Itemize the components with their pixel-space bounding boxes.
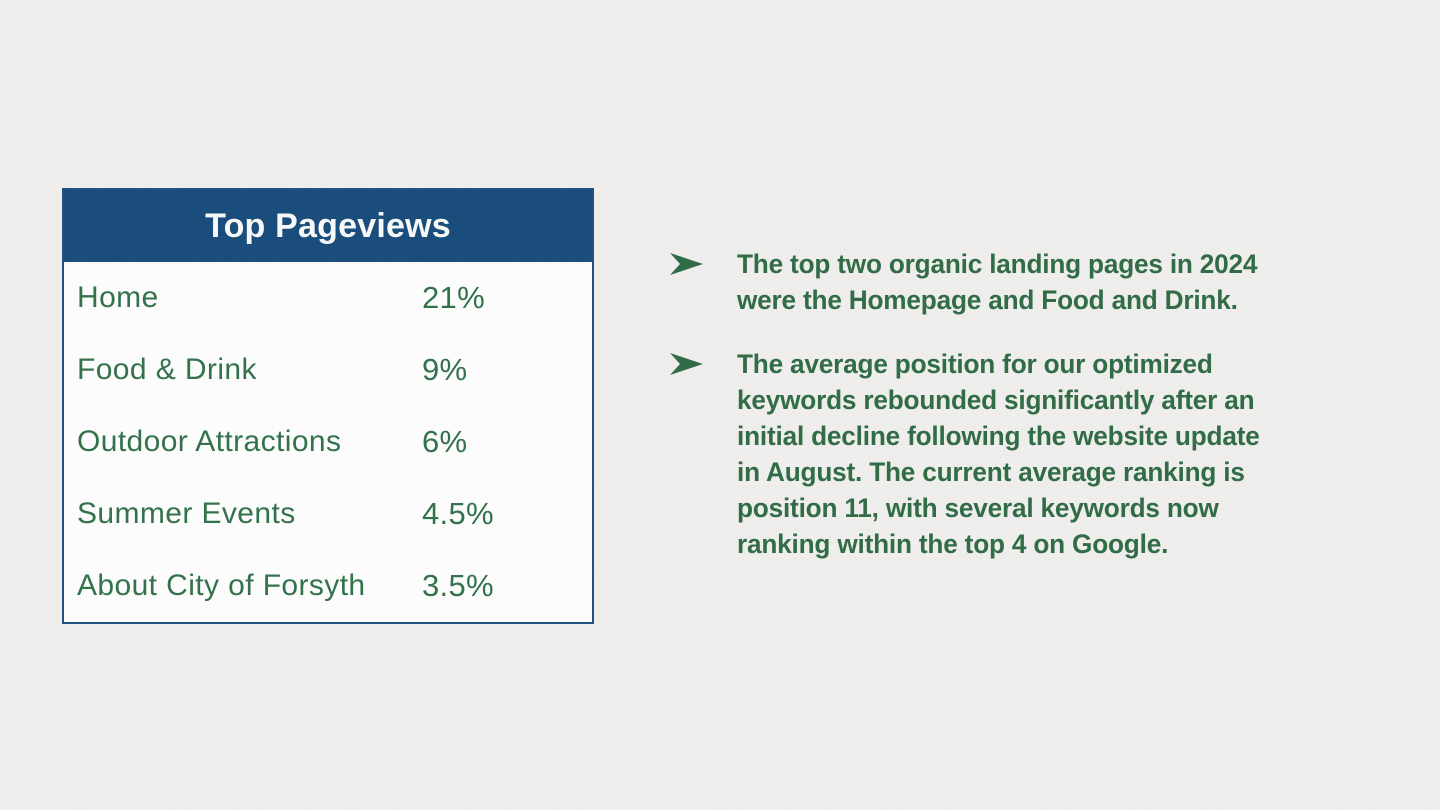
arrowhead-right-icon [670, 346, 737, 375]
row-value: 4.5% [422, 496, 494, 531]
row-value: 9% [422, 352, 468, 387]
row-value: 21% [422, 280, 485, 315]
table-row: Summer Events 4.5% [64, 478, 592, 550]
arrowhead-right-icon [670, 246, 737, 275]
table-title: Top Pageviews [64, 190, 592, 262]
table-body: Home 21% Food & Drink 9% Outdoor Attract… [64, 262, 592, 622]
list-item: The top two organic landing pages in 202… [670, 246, 1390, 318]
bullet-text: The average position for our optimized k… [737, 349, 1260, 559]
row-value: 3.5% [422, 568, 494, 603]
bullet-text: The top two organic landing pages in 202… [737, 249, 1258, 315]
row-label: About City of Forsyth [77, 569, 366, 602]
row-value: 6% [422, 424, 468, 459]
row-label: Outdoor Attractions [77, 425, 342, 458]
table-row: About City of Forsyth 3.5% [64, 550, 592, 622]
row-label: Food & Drink [77, 353, 257, 386]
top-pageviews-table: Top Pageviews Home 21% Food & Drink 9% O… [62, 188, 594, 624]
row-label: Summer Events [77, 497, 296, 530]
table-row: Outdoor Attractions 6% [64, 406, 592, 478]
table-row: Home 21% [64, 262, 592, 334]
list-item: The average position for our optimized k… [670, 346, 1390, 562]
table-row: Food & Drink 9% [64, 334, 592, 406]
row-label: Home [77, 281, 159, 314]
insights-list: The top two organic landing pages in 202… [670, 246, 1390, 562]
